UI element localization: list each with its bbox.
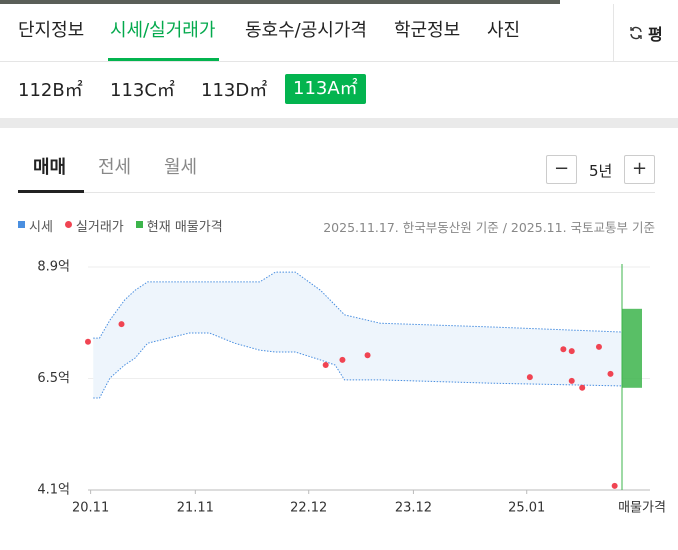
trade-point: [611, 482, 618, 489]
tab[interactable]: 학군정보: [394, 20, 461, 41]
y-tick-label: 4.1억: [37, 483, 70, 498]
legend-label[interactable]: 현재 매물가격: [146, 220, 223, 235]
trade-tab-active[interactable]: 매매: [33, 157, 67, 178]
legend-mark: [135, 221, 143, 228]
legend-mark: [18, 221, 25, 228]
trade-tab[interactable]: 전세: [98, 157, 132, 178]
x-tick-label: 20.11: [72, 501, 109, 516]
x-tick-label: 23.12: [395, 501, 432, 516]
period-minus[interactable]: −: [546, 155, 577, 184]
x-tick-label: 21.11: [177, 501, 214, 516]
y-tick-label: 8.9억: [37, 260, 70, 275]
area-option[interactable]: 112B㎡: [18, 80, 83, 101]
trade-point: [118, 321, 125, 328]
trade-tab[interactable]: 월세: [164, 157, 198, 178]
trade-point: [339, 356, 346, 363]
period-plus[interactable]: +: [624, 155, 655, 184]
divider: [0, 61, 678, 62]
y-tick-label: 6.5억: [37, 371, 70, 386]
range-low: [93, 332, 623, 399]
x-tick-label: 매물가격: [618, 501, 666, 516]
source-note: 2025.11.17. 한국부동산원 기준 / 2025.11. 국토교통부 기…: [323, 220, 655, 235]
legend-label[interactable]: 실거래가: [75, 220, 124, 235]
trade-point: [568, 377, 575, 384]
trade-point: [579, 384, 586, 391]
tab[interactable]: 사진: [487, 20, 521, 41]
range-fill: [93, 272, 622, 399]
listing-bar: [622, 308, 642, 388]
trade-underline: [18, 190, 84, 193]
area-option-active[interactable]: 113A㎡: [285, 74, 366, 104]
trade-point: [568, 348, 575, 355]
area-option[interactable]: 113C㎡: [110, 80, 175, 101]
trade-point: [85, 338, 91, 345]
tab[interactable]: 동호수/공시가격: [245, 20, 367, 41]
x-tick-label: 25.01: [508, 501, 545, 516]
range-high: [93, 271, 623, 339]
period-label: 5년: [589, 162, 613, 180]
divider: [18, 192, 655, 193]
trade-point: [607, 370, 614, 377]
tab-active[interactable]: 시세/실거래가: [110, 20, 216, 41]
unit-toggle[interactable]: 평: [613, 4, 678, 61]
trade-point: [526, 374, 533, 381]
area-option[interactable]: 113D㎡: [201, 80, 268, 101]
refresh-icon: [630, 26, 642, 40]
trade-point: [595, 343, 602, 350]
legend-label[interactable]: 시세: [29, 220, 53, 235]
tab[interactable]: 단지정보: [18, 20, 85, 41]
tab-underline: [108, 58, 219, 61]
section-gap: [0, 118, 678, 128]
photo-strip: [0, 0, 560, 4]
trade-point: [560, 346, 567, 353]
trade-point: [322, 362, 329, 369]
legend-mark: [64, 221, 72, 228]
x-tick-label: 22.12: [290, 501, 327, 516]
trade-point: [364, 352, 371, 359]
unit-label: 평: [648, 25, 663, 44]
